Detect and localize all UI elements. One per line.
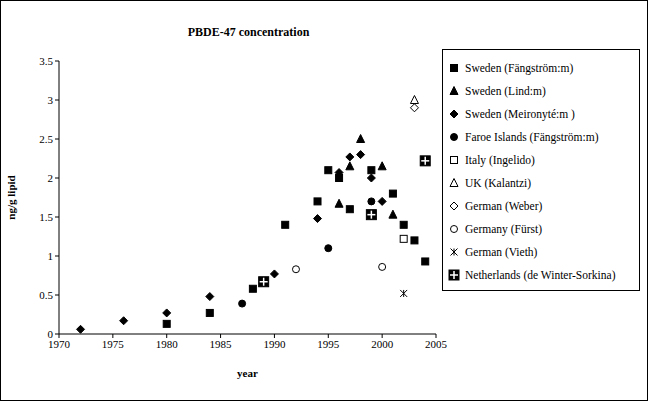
svg-text:2000: 2000 [371, 338, 394, 350]
html-text:Italy (Ingelido): Italy (Ingelido) [465, 153, 535, 166]
svg-text:ng/g lipid: ng/g lipid [8, 175, 17, 219]
svg-text:1990: 1990 [263, 338, 286, 350]
svg-text:1975: 1975 [102, 338, 125, 350]
html-text:UK (Kalantzi): UK (Kalantzi) [465, 176, 532, 189]
html-text:Sweden (Lind:m): Sweden (Lind:m) [465, 84, 546, 97]
svg-text:2005: 2005 [425, 338, 448, 350]
html-text:Faroe Islands (Fängström:m): Faroe Islands (Fängström:m) [465, 130, 599, 143]
svg-text:0.5: 0.5 [39, 289, 53, 301]
svg-text:1985: 1985 [210, 338, 233, 350]
html-text:German (Vieth): German (Vieth) [465, 245, 538, 258]
html-text:Sweden (Fängström:m): Sweden (Fängström:m) [465, 61, 574, 74]
svg-text:1.5: 1.5 [39, 211, 53, 223]
svg-text:0: 0 [48, 328, 54, 340]
svg-text:1970: 1970 [48, 337, 70, 350]
svg-text:2: 2 [48, 172, 54, 184]
svg-text:2.5: 2.5 [39, 133, 53, 145]
svg-text:3.5: 3.5 [39, 55, 53, 67]
svg-text:1: 1 [48, 250, 54, 262]
svg-text:3: 3 [48, 94, 54, 106]
svg-text:year: year [237, 367, 258, 379]
html-text:PBDE-47 concentration: PBDE-47 concentration [187, 25, 310, 39]
html-text:Germany (Fürst): Germany (Fürst) [465, 222, 542, 235]
svg-text:1980: 1980 [156, 338, 179, 350]
html-text:Netherlands (de Winter-Sorkina: Netherlands (de Winter-Sorkina) [465, 268, 616, 281]
html-text:German (Weber): German (Weber) [465, 199, 543, 212]
html-text:Sweden (Meironyté:m ): Sweden (Meironyté:m ) [465, 107, 575, 120]
svg-text:1995: 1995 [317, 338, 340, 350]
